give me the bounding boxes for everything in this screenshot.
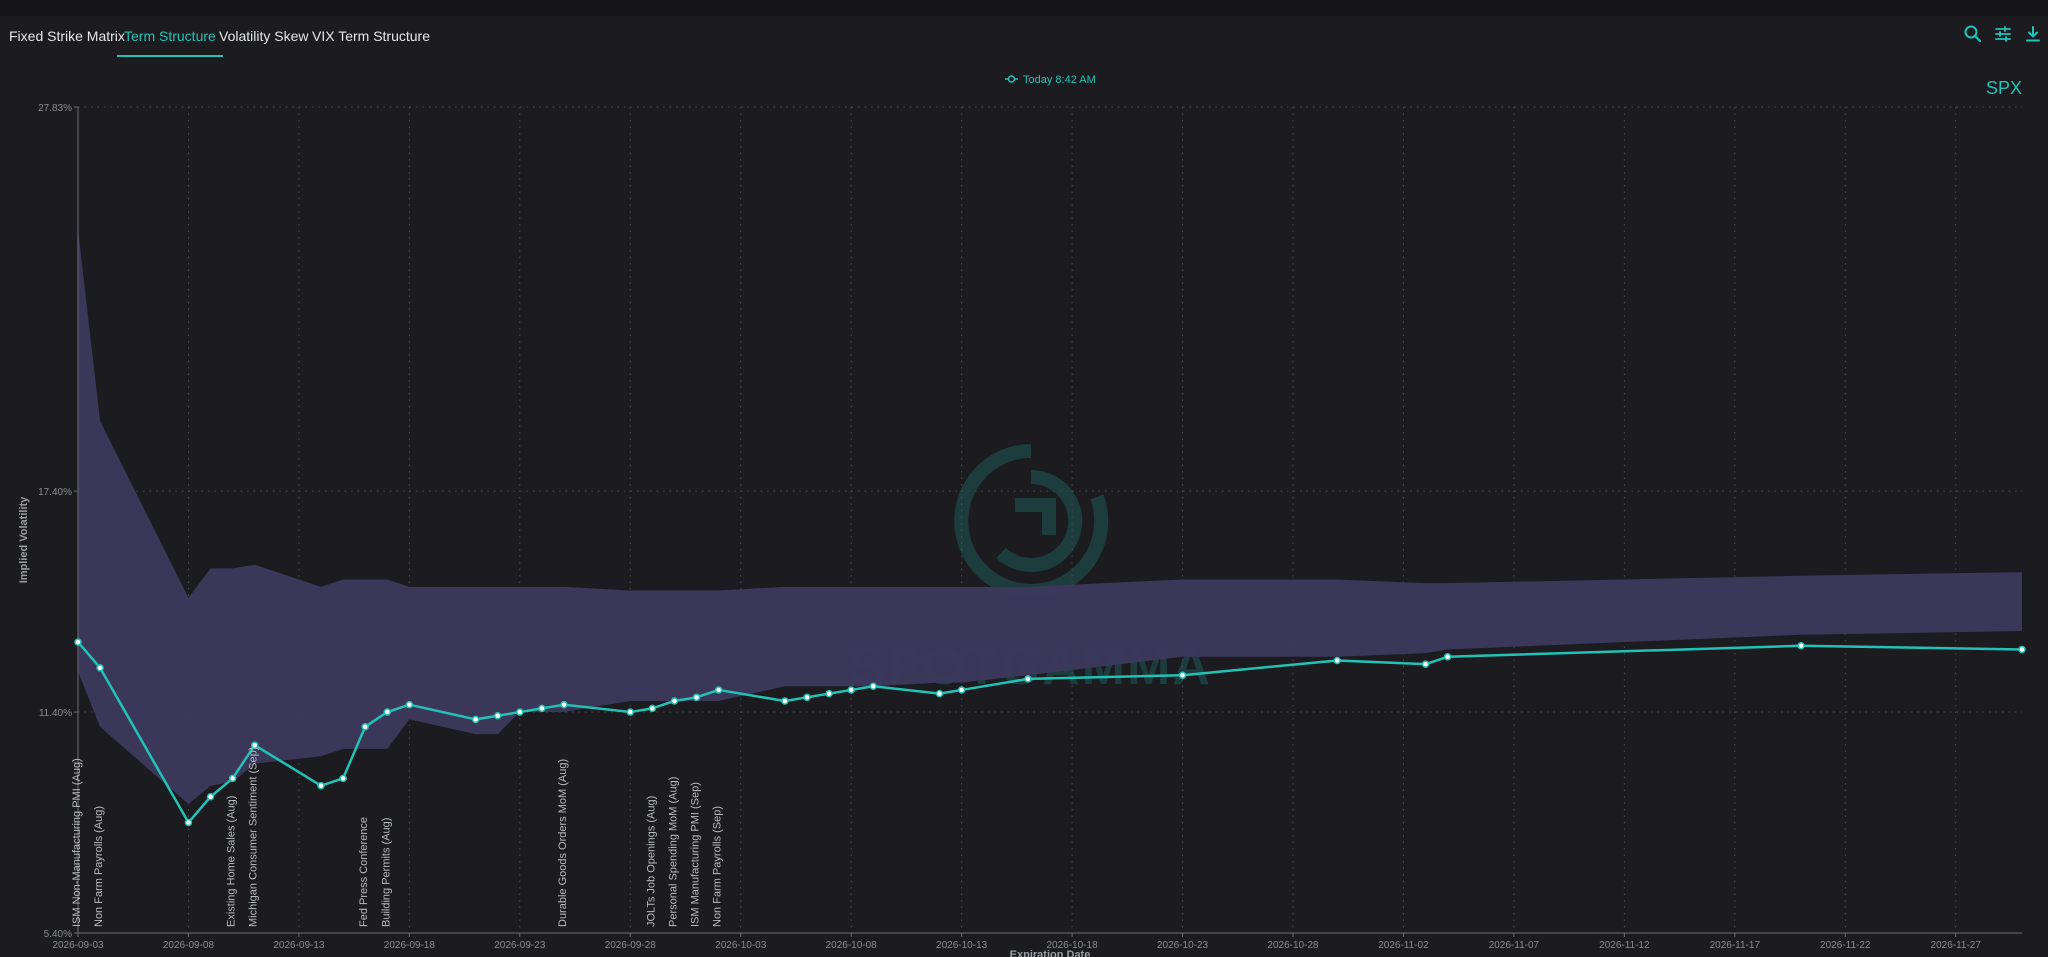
x-tick-label: 2026-11-02 (1378, 940, 1429, 951)
series-point (1178, 671, 1187, 679)
y-axis-title: Implied Volatility (18, 496, 30, 583)
sliders-icon[interactable] (1993, 24, 2015, 46)
event-label: Building Permits (Aug) (380, 818, 392, 927)
series-point (935, 689, 944, 698)
series-point (184, 818, 193, 827)
y-tick-label: 11.40% (39, 708, 72, 719)
series-point (648, 704, 657, 713)
series-point (1443, 653, 1452, 661)
x-axis-title: Expiration Date (1010, 949, 1091, 957)
series-point (869, 682, 878, 691)
x-tick-label: 2026-11-17 (1710, 940, 1761, 951)
series-point (957, 686, 966, 694)
series-point (206, 792, 215, 801)
series-point (250, 741, 259, 749)
x-tick-label: 2026-10-23 (1157, 940, 1209, 951)
series-point (692, 693, 701, 702)
series-point (560, 700, 568, 709)
download-icon[interactable] (2023, 24, 2045, 46)
tab-bar: Fixed Strike Matrix Term Structure Volat… (0, 16, 2048, 57)
tab-term-structure[interactable]: Term Structure (117, 26, 223, 57)
x-tick-label: 2026-10-13 (936, 940, 988, 951)
event-label: ISM Non-Manufacturing PMI (Aug) (71, 758, 83, 927)
x-tick-label: 2026-10-28 (1267, 940, 1319, 951)
term-structure-chart: SPOTGAMMA ISM Non-Manufacturing PMI (Aug… (18, 74, 2026, 957)
series-point (847, 686, 855, 694)
series-point (361, 723, 369, 731)
series-point (670, 697, 679, 705)
series-point (1421, 660, 1430, 668)
series-point (1024, 675, 1032, 683)
series-point (383, 708, 392, 716)
x-tick-label: 2026-10-03 (715, 940, 767, 951)
x-tick-label: 2026-11-22 (1820, 940, 1871, 951)
event-label: ISM Manufacturing PMI (Sep) (690, 782, 702, 927)
series-point (317, 781, 325, 790)
series-point (781, 697, 789, 705)
event-label: Michigan Consumer Sentiment (Sep) (248, 747, 260, 927)
event-label: Personal Spending MoM (Aug) (667, 777, 679, 927)
series-point (626, 708, 635, 716)
series-point (803, 693, 811, 702)
series-point (493, 711, 502, 720)
series-point (714, 686, 723, 694)
event-label: Existing Home Sales (Aug) (226, 796, 238, 927)
y-tick-label: 17.40% (38, 487, 72, 498)
x-tick-label: 2026-09-23 (494, 940, 546, 951)
x-tick-label: 2026-09-03 (52, 940, 104, 951)
y-tick-label: 27.83% (38, 103, 72, 114)
event-label: Non Farm Payrolls (Aug) (93, 806, 105, 927)
x-tick-label: 2026-11-27 (1931, 940, 1982, 951)
legend-marker (1007, 75, 1016, 83)
y-tick-label: 5.40% (44, 929, 72, 940)
series-point (516, 708, 524, 716)
series-point (825, 689, 833, 698)
x-tick-label: 2026-10-18 (1047, 940, 1099, 951)
x-tick-label: 2026-09-13 (273, 940, 325, 951)
legend-label[interactable]: Today 8:42 AM (1023, 74, 1096, 86)
series-point (538, 704, 546, 713)
x-tick-label: 2026-10-08 (826, 940, 878, 951)
x-tick-label: 2026-09-18 (384, 940, 436, 951)
event-label: JOLTs Job Openings (Aug) (645, 796, 657, 927)
window-top-strip (0, 0, 2048, 16)
series-point (339, 774, 347, 783)
series-point (1797, 642, 1805, 650)
symbol-label: SPX (1986, 78, 2022, 98)
event-label: Fed Press Conference (358, 817, 370, 927)
x-tick-label: 2026-09-28 (605, 940, 657, 951)
x-tick-label: 2026-09-08 (163, 940, 215, 951)
series-point (405, 700, 414, 709)
tab-volatility-skew[interactable]: Volatility Skew (219, 28, 309, 44)
x-tick-label: 2026-11-07 (1489, 940, 1540, 951)
series-point (471, 715, 480, 724)
event-label: Durable Goods Orders MoM (Aug) (557, 759, 569, 927)
series-point (228, 774, 237, 783)
event-label: Non Farm Payrolls (Sep) (712, 806, 724, 927)
tab-fixed-strike-matrix[interactable]: Fixed Strike Matrix (9, 28, 125, 44)
volatility-range-band (78, 229, 2022, 805)
series-point (1333, 656, 1341, 665)
series-point (96, 664, 104, 672)
tab-vix-term-structure[interactable]: VIX Term Structure (312, 28, 431, 44)
search-icon[interactable] (1963, 24, 1985, 46)
series-point (74, 638, 82, 646)
x-tick-label: 2026-11-12 (1599, 940, 1650, 951)
series-point (2018, 645, 2026, 654)
